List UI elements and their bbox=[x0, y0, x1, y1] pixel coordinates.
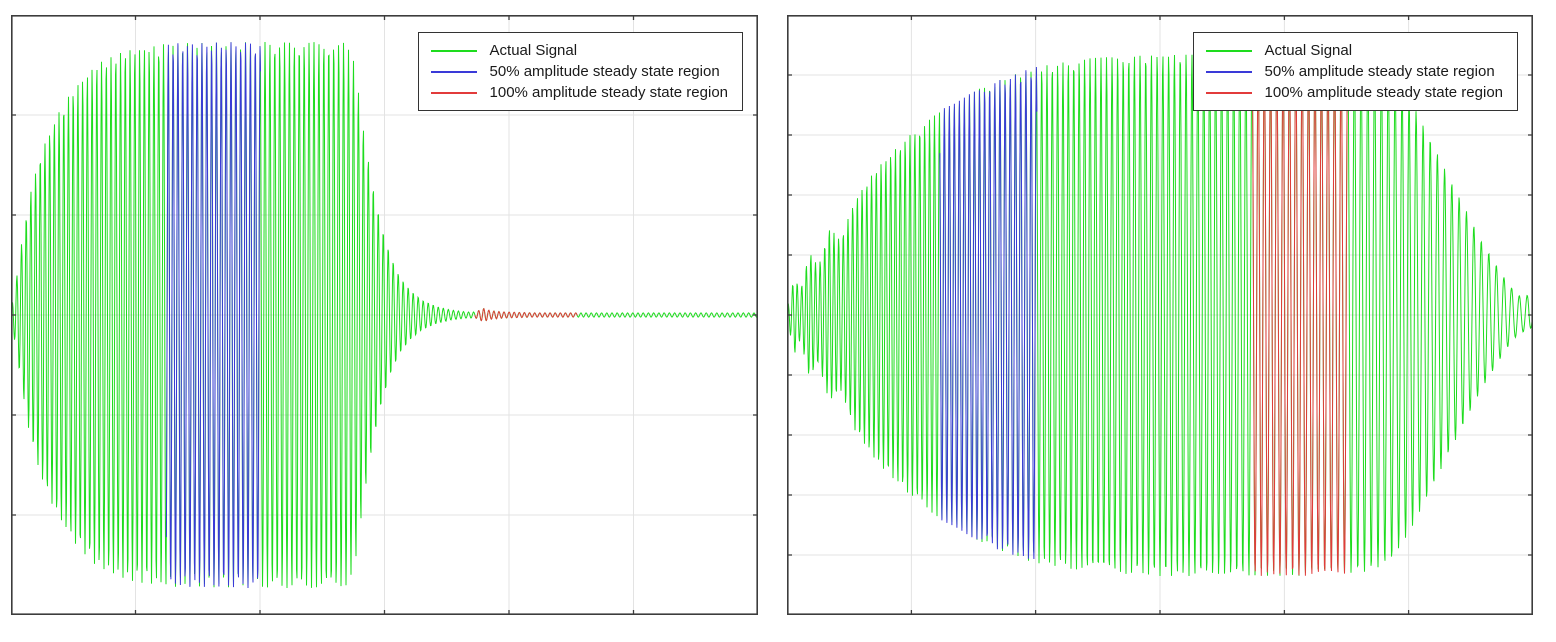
legend-item-100-amplitude: 100% amplitude steady state region bbox=[419, 82, 742, 103]
legend-box-left: Actual Signal 50% amplitude steady state… bbox=[417, 32, 743, 111]
legend-line-sample bbox=[430, 49, 477, 52]
legend-line-sample bbox=[1205, 70, 1252, 73]
legend-item-50-amplitude: 50% amplitude steady state region bbox=[419, 61, 742, 82]
legend-line-sample bbox=[430, 70, 477, 73]
legend-label: 100% amplitude steady state region bbox=[489, 84, 728, 101]
legend-label: 50% amplitude steady state region bbox=[1264, 63, 1495, 80]
legend-label: Actual Signal bbox=[1264, 42, 1353, 59]
legend-line-sample bbox=[1205, 49, 1252, 52]
legend-line-sample bbox=[430, 91, 477, 94]
legend-label: Actual Signal bbox=[489, 42, 578, 59]
legend-line-sample bbox=[1205, 91, 1252, 94]
legend-label: 100% amplitude steady state region bbox=[1264, 84, 1503, 101]
signal-plot-left: Actual Signal 50% amplitude steady state… bbox=[11, 15, 758, 615]
right-plot-canvas bbox=[787, 15, 1533, 615]
legend-item-actual-signal: Actual Signal bbox=[419, 40, 742, 61]
legend-item-actual-signal: Actual Signal bbox=[1194, 40, 1517, 61]
legend-label: 50% amplitude steady state region bbox=[489, 63, 720, 80]
legend-box-right: Actual Signal 50% amplitude steady state… bbox=[1192, 32, 1518, 111]
signal-plot-right: Actual Signal 50% amplitude steady state… bbox=[787, 15, 1533, 615]
legend-item-50-amplitude: 50% amplitude steady state region bbox=[1194, 61, 1517, 82]
legend-item-100-amplitude: 100% amplitude steady state region bbox=[1194, 82, 1517, 103]
left-plot-canvas bbox=[11, 15, 758, 615]
